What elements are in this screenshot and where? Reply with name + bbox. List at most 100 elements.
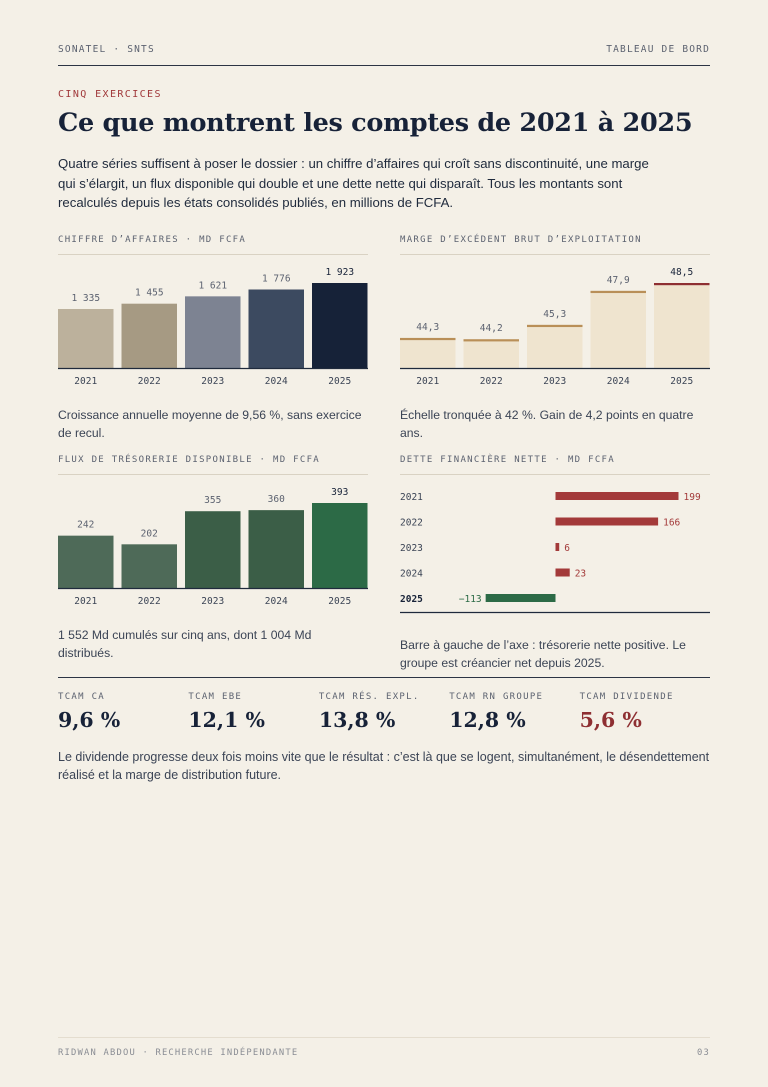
bar-cap [590, 290, 646, 294]
bar [121, 544, 177, 588]
fcf-panel: FLUX DE TRÉSORERIE DISPONIBLE · MD FCFA … [58, 455, 368, 662]
bar-cap [463, 339, 519, 342]
data-label: 1 923 [325, 267, 354, 278]
data-label: 355 [204, 495, 221, 506]
x-tick-label: 2025 [670, 376, 693, 387]
data-label: 393 [331, 487, 348, 498]
fcf-chart-title: FLUX DE TRÉSORERIE DISPONIBLE · MD FCFA [58, 455, 368, 475]
kpi-revenue-cagr: TCAM CA 9,6 % [58, 692, 188, 732]
kpi-value: 9,6 % [58, 708, 121, 732]
page-title: Ce que montrent les comptes de 2021 à 20… [58, 108, 693, 138]
data-label: 47,9 [607, 275, 630, 286]
closing-paragraph: Le dividende progresse deux fois moins v… [58, 750, 710, 782]
header-section: TABLEAU DE BORD [606, 44, 710, 55]
net-debt-chart: 2021 199 2022 166 2023 6 2024 23 2025 −113 [400, 492, 710, 614]
fcf-note: 1 552 Md cumulés sur cinq ans, dont 1 00… [58, 628, 312, 660]
bar [121, 303, 177, 368]
bar [185, 511, 241, 588]
net-debt-panel: DETTE FINANCIÈRE NETTE · MD FCFA 2021 199… [400, 455, 710, 672]
kpi-value: 5,6 % [579, 708, 642, 732]
data-label: 1 621 [198, 280, 227, 291]
x-tick-label: 2024 [265, 376, 288, 387]
x-tick-label: 2024 [265, 596, 288, 607]
bar [555, 568, 570, 577]
page-footer: RIDWAN ABDOU · RECHERCHE INDÉPENDANTE 03 [58, 1037, 710, 1058]
x-tick-label: 2023 [543, 376, 566, 387]
margin-chart-title: MARGE D’EXCÉDENT BRUT D’EXPLOITATION [400, 235, 710, 255]
revenue-chart-title: CHIFFRE D’AFFAIRES · MD FCFA [58, 235, 368, 255]
kpi-label: TCAM RN GROUPE [449, 692, 544, 702]
y-tick-label: 2021 [400, 492, 423, 503]
data-label: 6 [564, 543, 570, 554]
kpi-dividend-cagr: TCAM DIVIDENDE 5,6 % [580, 692, 710, 732]
bar-cap [400, 337, 456, 341]
x-tick-label: 2022 [138, 376, 161, 387]
bar [555, 492, 679, 500]
running-header: SONATEL · SNTS TABLEAU DE BORD [58, 44, 710, 66]
bar [312, 283, 368, 368]
x-tick-label: 2022 [480, 376, 503, 387]
data-label: 44,3 [416, 322, 439, 333]
y-tick-label: 2024 [400, 569, 423, 580]
x-tick-label: 2021 [74, 376, 97, 387]
revenue-chart: 1 335 2021 1 455 2022 1 621 2023 1 776 2024 1 92… [58, 267, 368, 387]
data-label: 242 [77, 520, 94, 531]
revenue-panel: CHIFFRE D’AFFAIRES · MD FCFA 1 335 2021 1 … [58, 235, 368, 442]
bar [248, 510, 304, 588]
x-tick-label: 2022 [138, 596, 161, 607]
kpi-net-income-cagr: TCAM RN GROUPE 12,8 % [449, 692, 579, 732]
bar [58, 535, 114, 588]
data-label: 166 [663, 518, 680, 529]
kpi-ebitda-cagr: TCAM EBE 12,1 % [188, 692, 318, 732]
data-label: 1 776 [262, 273, 291, 284]
data-label: 1 455 [135, 288, 164, 299]
bar [248, 289, 304, 368]
bar [555, 517, 659, 526]
margin-chart: 44,3 2021 44,2 2022 45,3 2023 47,9 2024 48,5 2025 [400, 267, 710, 387]
page-number: 03 [697, 1048, 710, 1058]
fcf-chart: 242 2021 202 2022 355 2023 360 2024 393 2025 [58, 487, 368, 607]
kpi-value: 12,1 % [188, 708, 265, 732]
x-tick-label: 2021 [416, 376, 439, 387]
margin-note: Échelle tronquée à 42 %. Gain de 4,2 poi… [400, 408, 694, 440]
data-label: 44,2 [480, 323, 503, 334]
y-tick-label: 2025 [400, 594, 423, 605]
kpi-row: TCAM CA 9,6 % TCAM EBE 12,1 % TCAM RÉS. … [58, 677, 710, 732]
data-label: −113 [459, 594, 482, 605]
x-tick-label: 2024 [607, 376, 630, 387]
lede-paragraph: Quatre séries suffisent à poser le dossi… [58, 156, 649, 210]
x-tick-label: 2023 [201, 376, 224, 387]
bar-cap [654, 283, 710, 286]
kpi-operating-income-cagr: TCAM RÉS. EXPL. 13,8 % [319, 692, 449, 732]
bar [400, 337, 456, 368]
bar [312, 503, 368, 588]
net-debt-chart-title: DETTE FINANCIÈRE NETTE · MD FCFA [400, 455, 710, 475]
y-tick-label: 2022 [400, 518, 423, 529]
data-label: 1 335 [71, 293, 100, 304]
net-debt-note: Barre à gauche de l’axe : trésorerie net… [400, 638, 686, 670]
data-label: 199 [684, 492, 701, 503]
bar [527, 324, 583, 368]
kpi-label: TCAM EBE [188, 692, 243, 702]
data-label: 23 [575, 569, 586, 580]
x-tick-label: 2025 [328, 376, 351, 387]
revenue-note: Croissance annuelle moyenne de 9,56 %, s… [58, 408, 362, 440]
kpi-label: TCAM CA [58, 692, 106, 702]
bar [590, 290, 646, 368]
bar [463, 339, 519, 368]
data-label: 360 [268, 494, 285, 505]
kpi-label: TCAM RÉS. EXPL. [318, 692, 420, 702]
kpi-value: 12,8 % [449, 708, 526, 732]
data-label: 48,5 [670, 267, 693, 278]
data-label: 202 [141, 528, 158, 539]
bar [654, 283, 710, 368]
bar [185, 296, 241, 368]
kpi-value: 13,8 % [318, 708, 396, 732]
kicker: CINQ EXERCICES [58, 89, 162, 100]
footer-author: RIDWAN ABDOU · RECHERCHE INDÉPENDANTE [58, 1048, 299, 1058]
kpi-label: TCAM DIVIDENDE [579, 692, 674, 702]
bar [555, 543, 560, 551]
margin-panel: MARGE D’EXCÉDENT BRUT D’EXPLOITATION 44,… [400, 235, 710, 442]
bar [58, 308, 114, 368]
header-company: SONATEL · SNTS [58, 44, 155, 55]
